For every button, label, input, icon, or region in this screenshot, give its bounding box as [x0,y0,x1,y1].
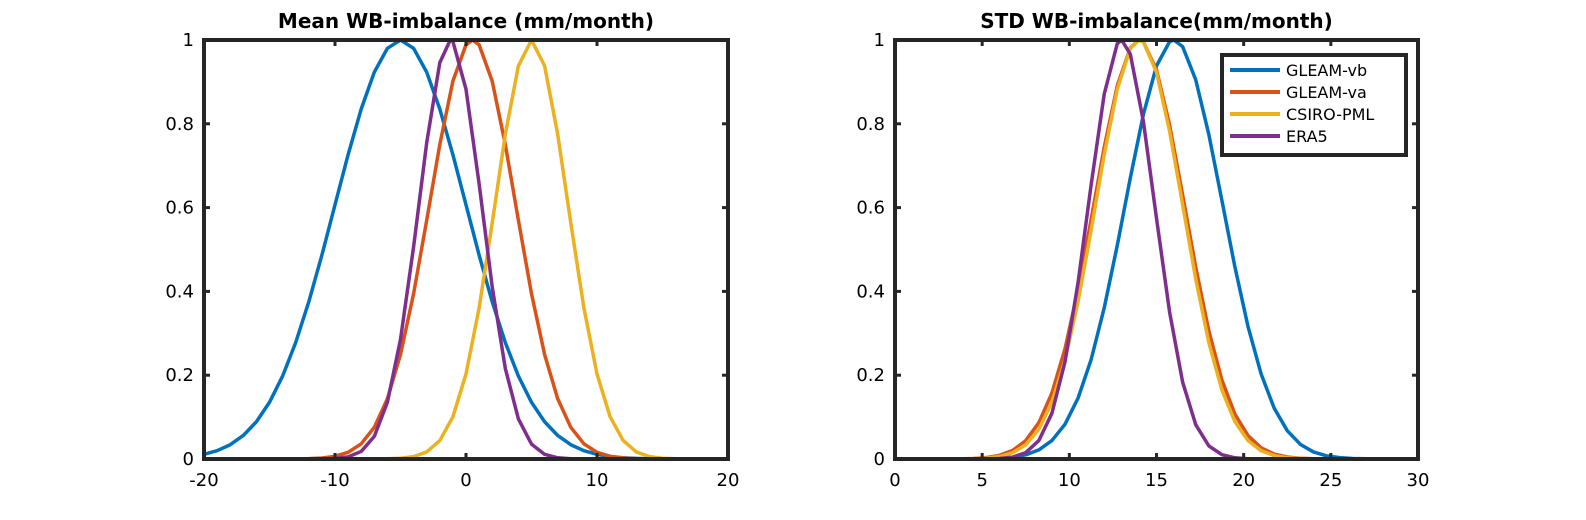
series-line-csiro-pml [204,40,728,459]
x-tick-label: 20 [1232,470,1255,491]
legend-label-gleam-vb: GLEAM-vb [1286,61,1367,80]
legend-label-era5: ERA5 [1286,127,1328,146]
x-tick-label: 20 [717,470,740,491]
x-tick-label: 15 [1145,470,1168,491]
x-tick-label: 25 [1319,470,1342,491]
y-tick-label: 0.2 [165,365,194,386]
y-tick-label: 1 [874,30,885,51]
y-tick-label: 1 [183,30,194,51]
y-tick-label: 0 [874,449,885,470]
x-tick-label: 10 [1058,470,1081,491]
chart-mean-wb-imbalance: -20 -10 0 10 20 0 0.2 0.4 0.6 0.8 1 Mean WB-imbalan… [165,9,739,491]
chart-title: STD WB-imbalance(mm/month) [980,9,1333,33]
y-tick-label: 0 [183,449,194,470]
y-tick-label: 0.6 [856,198,885,219]
legend: GLEAM-vb GLEAM-va CSIRO-PML ERA5 [1220,53,1408,157]
y-tick-label: 0.4 [165,281,194,302]
legend-label-csiro-pml: CSIRO-PML [1286,105,1374,124]
x-tick-label: -10 [320,470,349,491]
y-tick-label: 0.2 [856,365,885,386]
x-tick-label: 5 [976,470,987,491]
x-tick-label: 10 [586,470,609,491]
x-tick-label: 30 [1407,470,1430,491]
y-tick-label: 0.8 [856,114,885,135]
legend-label-gleam-va: GLEAM-va [1286,83,1367,102]
x-tick-label: 0 [460,470,471,491]
chart-title: Mean WB-imbalance (mm/month) [278,9,654,33]
y-tick-label: 0.6 [165,198,194,219]
series-line-era5 [204,40,728,459]
x-tick-label: 0 [889,470,900,491]
chart-std-wb-imbalance: 0 5 10 15 20 25 30 0 0.2 0.4 0.6 0.8 1 STD WB-imbalan… [856,9,1429,491]
plot-area [204,40,728,459]
y-tick-label: 0.8 [165,114,194,135]
x-tick-label: -20 [189,470,218,491]
y-tick-label: 0.4 [856,281,885,302]
